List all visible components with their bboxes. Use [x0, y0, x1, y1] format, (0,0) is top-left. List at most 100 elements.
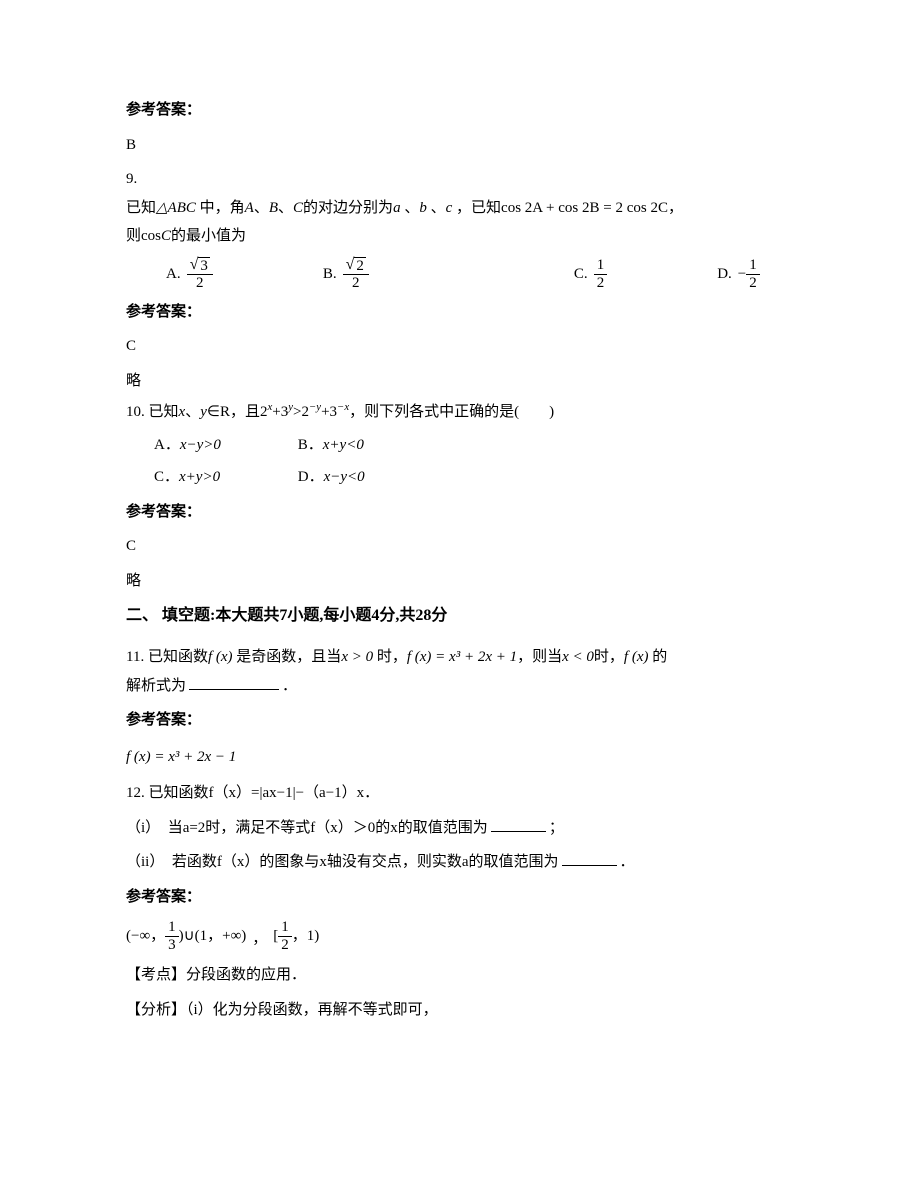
q10-optA-val: x−y>0	[180, 437, 221, 453]
q10-y: y	[200, 404, 207, 420]
q10-text: ，则下列各式中正确的是( )	[349, 404, 554, 420]
q11-expr: f (x) = x³ + 2x + 1	[407, 649, 517, 665]
q10-text: +3	[272, 404, 288, 420]
q10-stem: 10. 已知x、y∈R，且2x+3y>2−y+3−x，则下列各式中正确的是( )	[126, 397, 794, 427]
q9-text: 中，角	[200, 200, 245, 216]
q10-options: A．x−y>0 B．x+y<0 C．x+y>0 D．x−y<0	[154, 431, 794, 492]
q12-ans-f2-num: 1	[278, 919, 292, 937]
q11-text: 已知函数	[148, 649, 208, 665]
q10-optC-val: x+y>0	[179, 469, 220, 485]
q9-optA-den: 2	[187, 275, 213, 292]
q12-part2-text: 若函数f（x）的图象与x轴没有交点，则实数a的取值范围为	[172, 854, 559, 870]
q9-text: ，已知	[456, 200, 501, 216]
q9: 9.	[126, 165, 794, 194]
q9-optC-den: 2	[594, 275, 608, 292]
q12-ans-f1-den: 3	[165, 937, 179, 954]
q9-optD-den: 2	[746, 275, 760, 292]
q12-analysis-text: （i）化为分段函数，再解不等式即可，	[186, 1002, 438, 1018]
q9-optA: A. √3 2	[166, 257, 213, 292]
blank-field	[491, 817, 546, 832]
q10-text: >2	[293, 404, 309, 420]
reference-answer-label-10: 参考答案：	[126, 498, 794, 527]
reference-answer-label-0: 参考答案：	[126, 96, 794, 125]
q10-optD: D．x−y<0	[298, 463, 438, 492]
q9-lue: 略	[126, 367, 794, 396]
q9-optD-label: D.	[717, 260, 732, 289]
q12-ans-mid: )∪(1，+∞)	[179, 922, 247, 951]
q9-optD-neg: −	[738, 260, 746, 289]
q9-optB-den: 2	[343, 275, 369, 292]
q12-num: 12.	[126, 785, 145, 801]
q9-stem-line2: 则cosC的最小值为	[126, 222, 794, 251]
q9-text: 的对边分别为	[303, 200, 393, 216]
q11-text: 解析式为	[126, 678, 186, 694]
q11-tail: ．	[282, 678, 297, 694]
q9-A: A	[245, 200, 254, 216]
q10-answer: C	[126, 532, 794, 561]
q9-optB-num: 2	[354, 257, 366, 275]
q9-optC-label: C.	[574, 260, 588, 289]
q12-ans-sep: ，	[252, 925, 267, 954]
q11-cond1: x > 0	[341, 649, 373, 665]
q12-part1: （i） 当a=2时，满足不等式f（x）＞0的x的取值范围为；	[126, 814, 794, 843]
q9-optD-num: 1	[746, 257, 760, 275]
q9-optC: C. 1 2	[574, 257, 607, 291]
q10-num: 10.	[126, 404, 145, 420]
q9-equation: cos 2A + cos 2B = 2 cos 2C	[501, 200, 668, 216]
q11-num: 11.	[126, 649, 144, 665]
q12-ans-pre: (−∞，	[126, 922, 165, 951]
q9-b: b	[419, 200, 427, 216]
q10-optA-label: A．	[154, 437, 180, 453]
q10-text: 已知	[149, 404, 179, 420]
q12-text: 已知函数f（x）=|ax−1|−（a−1）x．	[149, 785, 380, 801]
q9-optB-label: B.	[323, 260, 337, 289]
q12-ans-f1-num: 1	[165, 919, 179, 937]
q12-point-text: 分段函数的应用．	[186, 967, 306, 983]
q10-optB-label: B．	[298, 437, 323, 453]
q10-optD-val: x−y<0	[324, 469, 365, 485]
q10-optC: C．x+y>0	[154, 463, 294, 492]
q10-exp4: −x	[337, 401, 349, 413]
q12-point-label: 【考点】	[126, 967, 186, 983]
q12-part2: （ii） 若函数f（x）的图象与x轴没有交点，则实数a的取值范围为 ．	[126, 848, 794, 877]
q9-text: 则cos	[126, 228, 161, 244]
q9-comma: ，	[668, 200, 683, 216]
q11-answer: f (x) = x³ + 2x − 1	[126, 743, 794, 772]
q9-optB: B. √2 2	[323, 257, 369, 292]
blank-field	[562, 851, 617, 866]
q12-ans-post2: ，1)	[292, 922, 320, 951]
q11-text: 是奇函数，且当	[236, 649, 341, 665]
q12-analysis: 【分析】（i）化为分段函数，再解不等式即可，	[126, 996, 794, 1025]
q9-triangle: △ABC	[156, 200, 196, 216]
q12-ans-f2-den: 2	[278, 937, 292, 954]
q9-c: c	[446, 200, 453, 216]
q11-fx2: f (x)	[624, 649, 649, 665]
q11-text: 的	[652, 649, 667, 665]
q9-answer: C	[126, 332, 794, 361]
q10-optC-label: C．	[154, 469, 179, 485]
blank-field	[189, 675, 279, 690]
q9-optA-num: 3	[198, 257, 210, 275]
q9-optD: D. − 1 2	[717, 257, 760, 291]
q10-optB: B．x+y<0	[298, 431, 438, 460]
q10-optB-val: x+y<0	[323, 437, 364, 453]
q12-answer: (−∞， 1 3 )∪(1，+∞) ， [ 1 2 ，1)	[126, 919, 794, 953]
q11-stem-line2: 解析式为 ．	[126, 672, 794, 701]
reference-answer-label-11: 参考答案：	[126, 706, 794, 735]
q12-analysis-label: 【分析】	[126, 1002, 186, 1018]
q9-C: C	[293, 200, 303, 216]
q9-optA-label: A.	[166, 260, 181, 289]
q10-lue: 略	[126, 567, 794, 596]
q9-text: 已知	[126, 200, 156, 216]
q12-part2-label: （ii）	[126, 854, 157, 870]
section-2-heading: 二、 填空题:本大题共7小题,每小题4分,共28分	[126, 601, 794, 631]
reference-answer-label-12: 参考答案：	[126, 883, 794, 912]
q10-exp3: −y	[309, 401, 321, 413]
q11-text: ，则当	[517, 649, 562, 665]
q10-text: +3	[321, 404, 337, 420]
q9-C2: C	[161, 228, 171, 244]
q12-part2-tail: ．	[620, 854, 635, 870]
q12-point: 【考点】分段函数的应用．	[126, 961, 794, 990]
q11-fx: f (x)	[208, 649, 233, 665]
q10-optD-label: D．	[298, 469, 324, 485]
